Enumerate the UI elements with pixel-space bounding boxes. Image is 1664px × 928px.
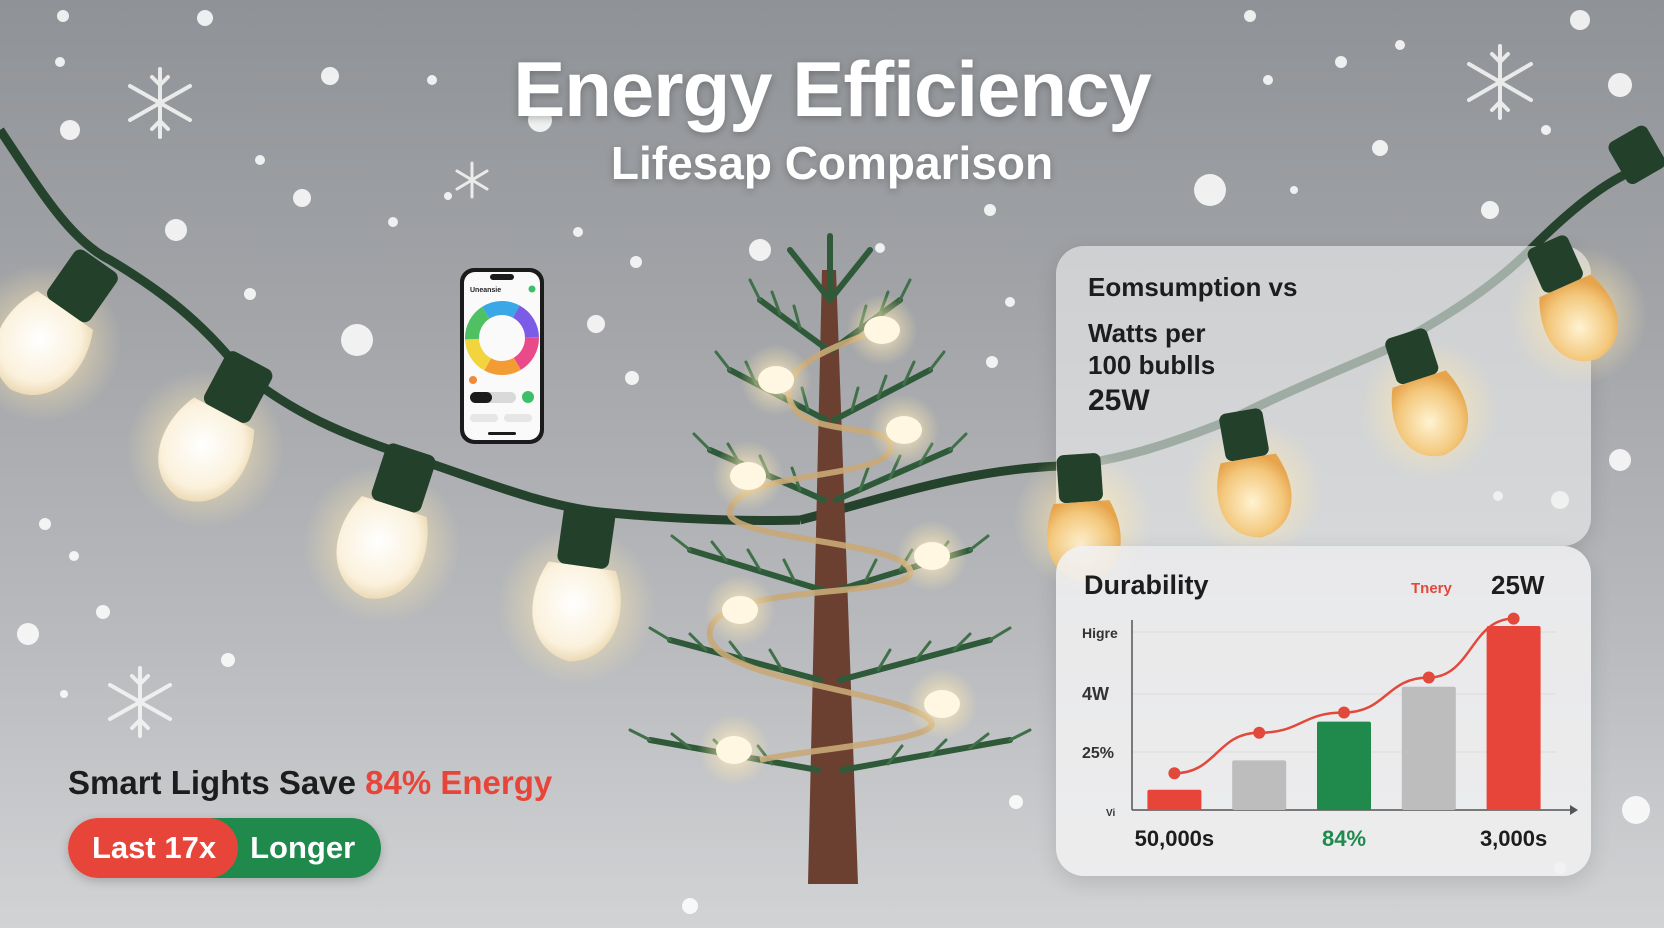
- y-tick-label: 25%: [1082, 745, 1114, 762]
- smartphone-app-icon: Uneansie: [460, 268, 544, 444]
- consumption-heading: Eomsumption vs: [1088, 272, 1298, 302]
- tree-bulbs: [698, 294, 978, 786]
- durability-card: Durability Tnery 25W Higre 4W 25% Vi 50,000s…: [1056, 546, 1591, 876]
- consumption-label-line1: Watts per: [1088, 318, 1206, 348]
- pine-tree: [628, 233, 1032, 884]
- y-tick-label: Higre: [1082, 625, 1118, 641]
- phone-app-label: Uneansie: [470, 287, 501, 294]
- legend-value: 25W: [1491, 570, 1545, 600]
- chart-bar: [1232, 760, 1287, 810]
- lifespan-pill: Last 17x Longer: [68, 818, 382, 878]
- chart-bar: [1317, 721, 1371, 810]
- chart-bar: [1147, 789, 1202, 810]
- x-axis-arrow: [1570, 805, 1578, 815]
- trend-point: [1168, 767, 1181, 780]
- trend-point: [1507, 612, 1520, 625]
- trend-point: [1422, 671, 1435, 684]
- consumption-card: Eomsumption vs Watts per 100 bublls 25W: [1056, 246, 1591, 546]
- lifespan-pill-right: Longer: [208, 818, 382, 878]
- durability-title: Durability: [1084, 570, 1209, 600]
- y-tick-label: 4W: [1082, 684, 1109, 704]
- chart-bar: [1486, 626, 1541, 810]
- snowflake-icon: [108, 44, 1533, 738]
- lifespan-pill-left: Last 17x: [68, 818, 239, 878]
- consumption-value: 25W: [1088, 384, 1150, 417]
- savings-claim-highlight: 84% Energy: [365, 764, 553, 801]
- savings-claim-prefix: Smart Lights Save: [68, 764, 366, 801]
- legend-label: Tnery: [1411, 580, 1452, 597]
- x-tick-label: 84%: [1322, 826, 1366, 851]
- trend-point: [1338, 706, 1350, 719]
- left-bulbs: [0, 249, 657, 686]
- savings-claim: Smart Lights Save 84% Energy: [68, 764, 552, 802]
- color-wheel-icon: [465, 301, 539, 375]
- snowfall: [17, 10, 1650, 914]
- trend-point: [1253, 726, 1266, 739]
- x-tick-label: 3,000s: [1480, 826, 1547, 851]
- string-lights-wire-left: [0, 127, 801, 526]
- consumption-label-line2: 100 bublls: [1088, 350, 1216, 380]
- y-tick-label: Vi: [1106, 808, 1115, 819]
- page-title: Energy Efficiency: [513, 45, 1152, 133]
- x-tick-label: 50,000s: [1135, 826, 1215, 851]
- durability-chart: Higre 4W 25% Vi 50,000s 84% 3,000s: [1082, 612, 1578, 851]
- chart-bar: [1401, 686, 1456, 810]
- page-subtitle: Lifesap Comparison: [610, 137, 1054, 189]
